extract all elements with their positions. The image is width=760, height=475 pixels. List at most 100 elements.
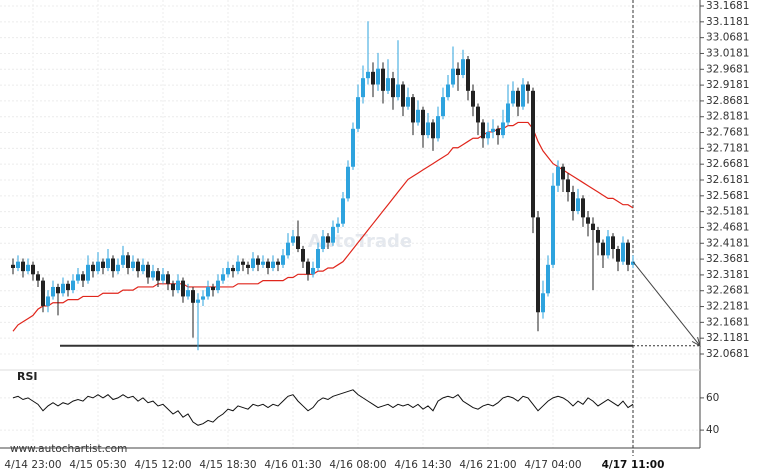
candle-body: [316, 248, 320, 268]
y-tick-label: 33.0181: [706, 47, 749, 59]
candle-body: [411, 97, 415, 123]
forecast-arrow: [632, 261, 701, 347]
x-tick-label: 4/17 11:00: [602, 459, 665, 471]
candle-body: [191, 290, 195, 303]
candle-body: [351, 128, 355, 167]
candle-body: [91, 264, 95, 272]
y-tick-label: 32.6681: [706, 158, 749, 170]
y-tick-label: 32.4681: [706, 221, 749, 233]
y-tick-label: 32.2181: [706, 301, 749, 313]
candle-body: [51, 286, 55, 297]
candle-body: [491, 128, 495, 132]
candle-body: [71, 280, 75, 291]
y-tick-label: 33.1681: [706, 0, 749, 12]
candle-body: [421, 109, 425, 136]
candle-body: [531, 90, 535, 218]
candle-body: [521, 84, 525, 107]
candle-body: [66, 283, 70, 291]
candle-body: [36, 274, 40, 281]
rsi-tick-label: 60: [706, 392, 719, 404]
candle-body: [611, 236, 615, 249]
candle-body: [561, 166, 565, 180]
candle-body: [616, 248, 620, 262]
rsi-tick-label: 40: [706, 424, 719, 436]
y-tick-label: 32.9181: [706, 79, 749, 91]
candle-body: [31, 264, 35, 275]
candle-body: [341, 198, 345, 224]
candle-body: [81, 274, 85, 281]
candle-body: [311, 267, 315, 275]
candle-body: [11, 264, 15, 268]
candle-body: [86, 264, 90, 281]
candle-body: [236, 261, 240, 272]
candle-body: [496, 128, 500, 136]
candle-body: [21, 261, 25, 272]
candle-body: [416, 109, 420, 123]
candle-body: [116, 264, 120, 272]
candle-body: [336, 223, 340, 227]
y-tick-label: 32.8681: [706, 95, 749, 107]
candle-body: [571, 192, 575, 212]
candle-body: [426, 122, 430, 136]
candle-body: [231, 267, 235, 272]
x-tick-label: 4/15 05:30: [69, 459, 126, 471]
candle-body: [366, 71, 370, 79]
candle-body: [246, 264, 250, 268]
candle-body: [181, 280, 185, 297]
x-tick-label: 4/15 18:30: [199, 459, 256, 471]
candle-body: [471, 90, 475, 107]
candle-body: [141, 264, 145, 272]
candle-body: [371, 71, 375, 85]
candle-body: [506, 103, 510, 123]
candle-body: [16, 261, 20, 268]
candle-body: [106, 258, 110, 268]
x-tick-label: 4/17 04:00: [524, 459, 581, 471]
candle-body: [576, 198, 580, 212]
candle-body: [196, 299, 200, 303]
candle-body: [511, 90, 515, 104]
candle-body: [131, 261, 135, 268]
rsi-title: RSI: [17, 370, 38, 383]
y-tick-label: 32.5181: [706, 206, 749, 218]
candle-body: [361, 78, 365, 98]
candle-body: [186, 290, 190, 297]
candle-body: [301, 248, 305, 262]
x-tick-label: 4/16 14:30: [394, 459, 451, 471]
y-tick-label: 32.1181: [706, 332, 749, 344]
candle-body: [291, 236, 295, 243]
candle-body: [536, 217, 540, 313]
candle-body: [241, 261, 245, 265]
candle-body: [201, 296, 205, 300]
candle-body: [261, 261, 265, 265]
candle-body: [516, 90, 520, 107]
candle-body: [501, 122, 505, 136]
candle-body: [406, 97, 410, 107]
y-tick-label: 32.4181: [706, 237, 749, 249]
candle-body: [296, 236, 300, 249]
candle-body: [266, 261, 270, 268]
candle-body: [541, 293, 545, 313]
candle-body: [126, 255, 130, 268]
candle-body: [46, 296, 50, 306]
candle-body: [286, 242, 290, 256]
y-tick-label: 33.0681: [706, 32, 749, 44]
candle-body: [446, 84, 450, 98]
candle-body: [441, 97, 445, 117]
x-tick-label: 4/16 21:00: [459, 459, 516, 471]
x-tick-label: 4/15 12:00: [134, 459, 191, 471]
candle-body: [306, 261, 310, 275]
candle-body: [346, 166, 350, 199]
candle-body: [396, 84, 400, 98]
candle-body: [586, 217, 590, 224]
candle-body: [626, 242, 630, 265]
candle-body: [486, 131, 490, 139]
candle-body: [331, 226, 335, 243]
candle-body: [606, 236, 610, 256]
candle-body: [551, 185, 555, 265]
candle-body: [526, 84, 530, 91]
candle-body: [121, 255, 125, 265]
candle-body: [206, 286, 210, 297]
candle-body: [556, 166, 560, 186]
candle-body: [56, 286, 60, 294]
